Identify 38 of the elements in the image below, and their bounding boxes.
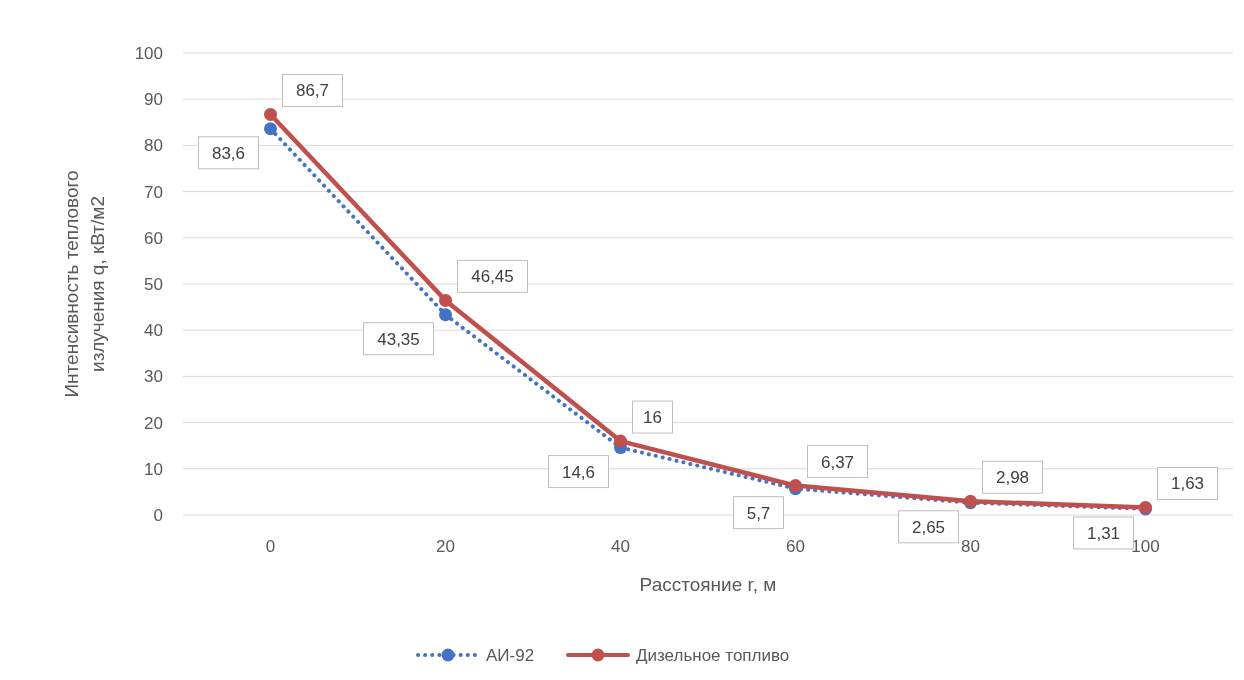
y-tick-label: 20 <box>144 413 163 433</box>
data-label: 2,98 <box>995 468 1030 488</box>
data-label: 86,7 <box>295 81 330 101</box>
y-tick-label: 50 <box>144 275 163 294</box>
x-tick-label: 60 <box>786 537 805 556</box>
x-tick-label: 80 <box>961 537 980 556</box>
point <box>439 293 452 307</box>
y-tick-label: 90 <box>144 90 163 110</box>
y-tick-label: 60 <box>144 228 163 248</box>
point <box>264 107 277 121</box>
legend-label: Дизельное топливо <box>636 646 790 665</box>
data-label: 43,35 <box>377 329 420 349</box>
data-label: 46,45 <box>471 267 514 287</box>
data-label: 14,6 <box>561 462 596 482</box>
x-tick-label: 20 <box>436 537 455 556</box>
legend-label: АИ-92 <box>486 646 535 665</box>
y-axis-title: Интенсивность теплового излучения q, кВт/м2 <box>61 170 108 398</box>
data-label: 1,63 <box>1170 474 1205 494</box>
data-label: 1,31 <box>1086 523 1121 543</box>
x-axis-title: Расстояние r, м <box>639 574 777 595</box>
y-tick-label: 70 <box>144 182 163 202</box>
data-label: 16 <box>643 408 662 428</box>
x-tick-label: 0 <box>265 537 276 556</box>
x-tick-label: 40 <box>611 537 630 556</box>
data-label: 2,65 <box>911 517 946 537</box>
point <box>614 434 627 448</box>
data-label: 83,6 <box>211 143 246 163</box>
y-tick-label: 0 <box>153 506 163 525</box>
y-tick-label: 10 <box>144 459 163 479</box>
y-tick-label: 30 <box>144 367 163 387</box>
y-tick-label: 100 <box>134 44 163 63</box>
y-tick-label: 40 <box>144 321 163 341</box>
y-tick-label: 80 <box>144 136 163 156</box>
data-label: 6,37 <box>820 452 855 472</box>
point <box>439 308 452 322</box>
data-label: 5,7 <box>746 503 771 523</box>
x-tick-label: 100 <box>1131 537 1160 556</box>
point <box>264 122 277 136</box>
